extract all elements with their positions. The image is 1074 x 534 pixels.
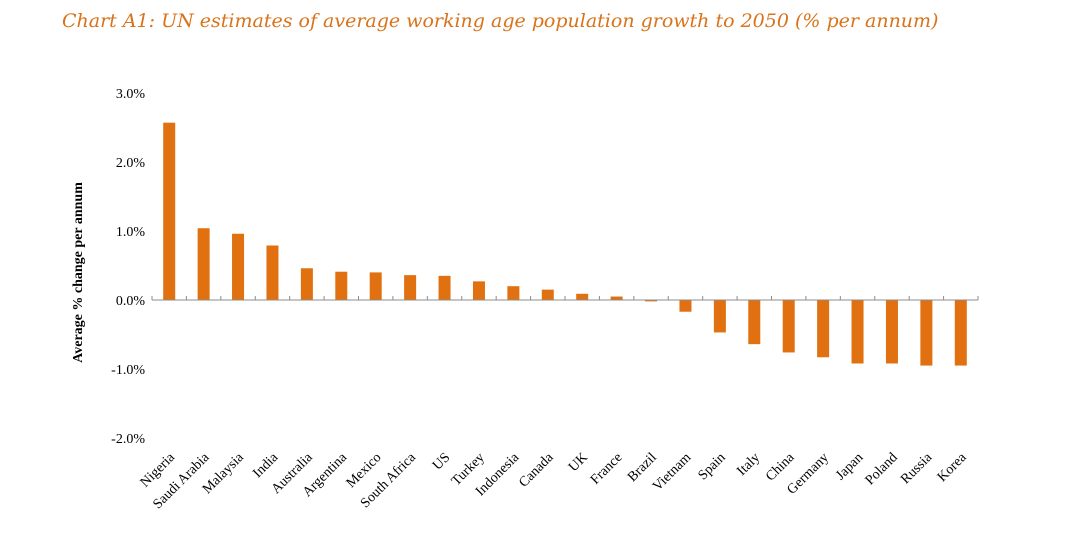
x-axis-ticks bbox=[151, 296, 979, 300]
bar bbox=[817, 300, 830, 358]
bar bbox=[335, 271, 348, 300]
bar bbox=[438, 275, 451, 300]
bar bbox=[713, 300, 726, 333]
category-label: Japan bbox=[833, 450, 866, 483]
category-label: Canada bbox=[516, 450, 557, 491]
bar bbox=[369, 272, 382, 300]
y-tick-label: 3.0% bbox=[116, 87, 146, 102]
bar bbox=[541, 289, 554, 300]
category-label: India bbox=[250, 450, 282, 482]
bar bbox=[300, 268, 313, 300]
bar bbox=[920, 300, 933, 366]
category-label: Russia bbox=[898, 450, 936, 488]
bar bbox=[885, 300, 898, 364]
bar bbox=[645, 300, 658, 302]
y-tick-label: 1.0% bbox=[116, 225, 146, 240]
bar bbox=[197, 228, 210, 300]
y-tick-label: -2.0% bbox=[111, 432, 145, 447]
bar bbox=[954, 300, 967, 366]
bar bbox=[679, 300, 692, 312]
bar bbox=[404, 275, 417, 300]
bar bbox=[163, 122, 176, 300]
bar bbox=[576, 293, 589, 300]
y-axis-label: Average % change per annum bbox=[71, 182, 86, 363]
category-label: UK bbox=[566, 450, 591, 475]
category-label: France bbox=[588, 450, 626, 488]
bar bbox=[232, 233, 245, 300]
bar bbox=[266, 245, 279, 300]
y-tick-label: 0.0% bbox=[116, 294, 146, 309]
chart-title: Chart A1: UN estimates of average workin… bbox=[62, 10, 939, 32]
bar bbox=[507, 286, 520, 300]
category-label: Italy bbox=[734, 450, 763, 479]
category-label: US bbox=[430, 450, 453, 473]
bar bbox=[472, 281, 485, 300]
category-label: Poland bbox=[863, 450, 901, 488]
bar bbox=[748, 300, 761, 345]
y-axis-ticks: 3.0% 2.0% 1.0% 0.0% -1.0% -2.0% bbox=[111, 87, 145, 447]
y-tick-label: -1.0% bbox=[111, 363, 145, 378]
bar bbox=[782, 300, 795, 353]
bar bbox=[851, 300, 864, 364]
bar bbox=[610, 296, 623, 300]
bars bbox=[163, 122, 967, 366]
y-tick-label: 2.0% bbox=[116, 156, 146, 171]
category-label: Vietnam bbox=[650, 450, 694, 494]
category-label: Spain bbox=[696, 450, 729, 483]
category-label: Korea bbox=[935, 450, 970, 485]
